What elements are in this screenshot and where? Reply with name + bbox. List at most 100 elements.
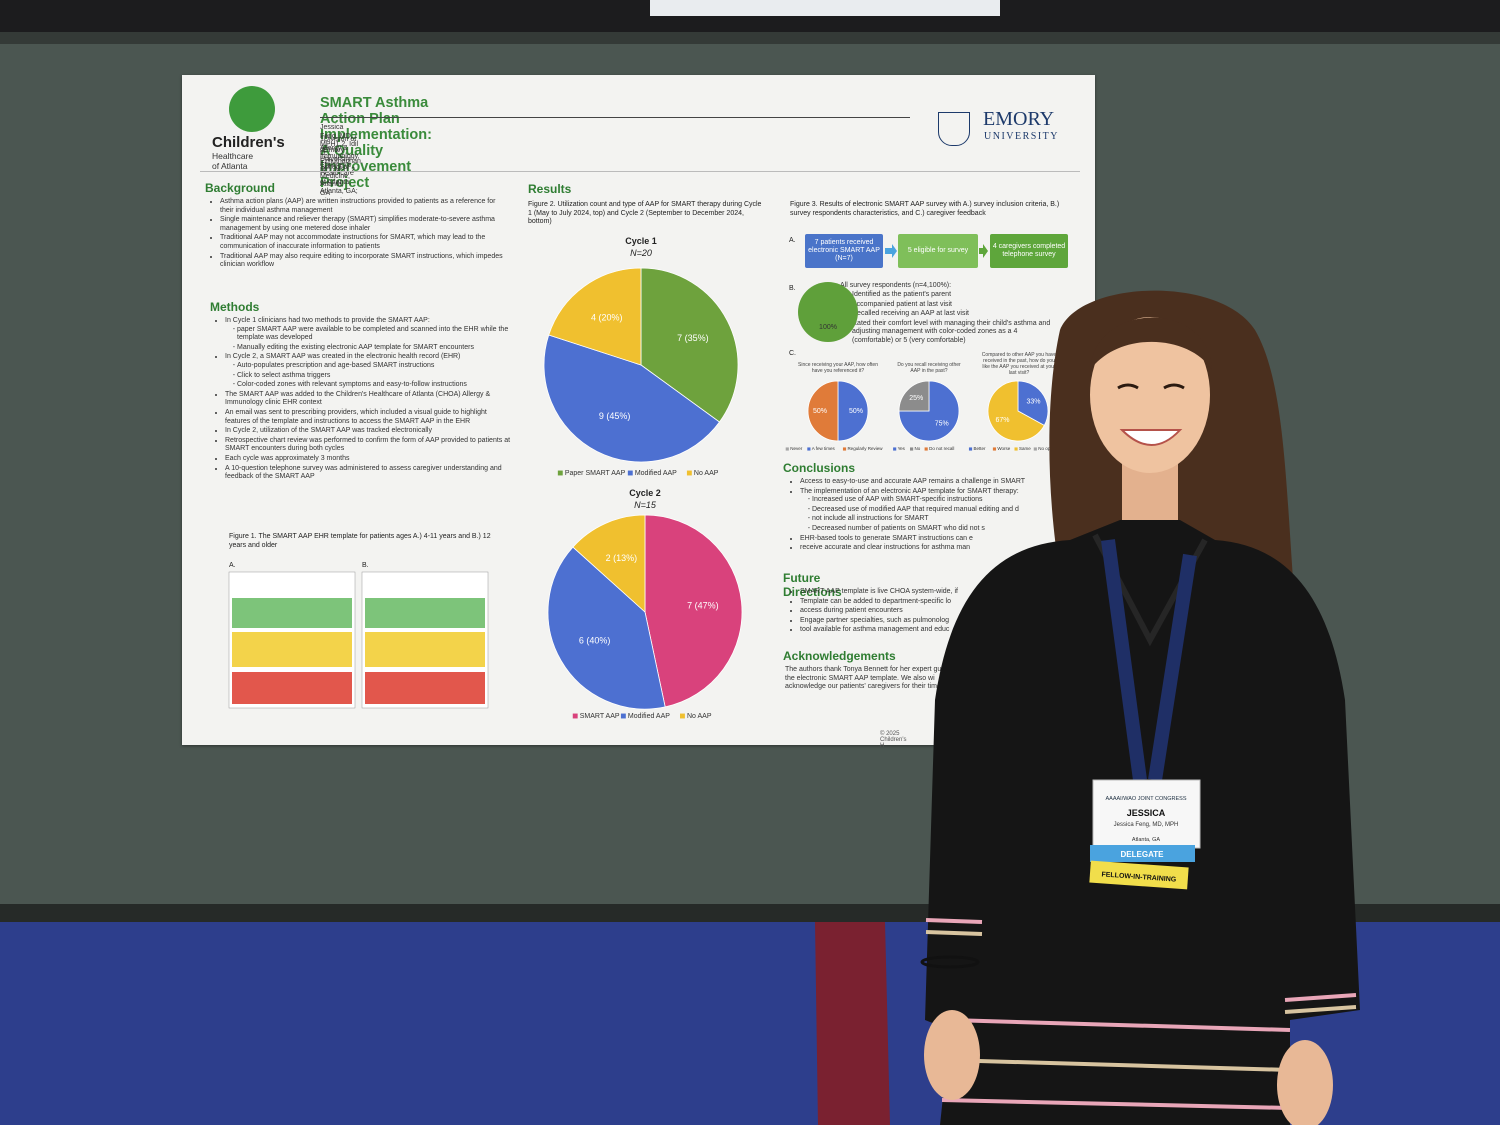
bullet: Accompanied patient at last visit <box>852 301 1057 310</box>
figure-caption: Figure 2. Utilization count and type of … <box>528 201 762 226</box>
legend-swatch <box>807 447 811 451</box>
value-label: 75% <box>935 421 949 428</box>
pie-slice <box>807 380 839 442</box>
section-heading: Future Directions <box>783 571 842 599</box>
pie-slice <box>640 267 739 423</box>
bullet: Traditional AAP may also require editing… <box>220 253 508 270</box>
chart-subtitle: N=15 <box>634 500 657 510</box>
board-edge <box>0 32 1500 44</box>
bullet-text: The implementation of an electronic AAP … <box>800 487 1019 495</box>
legend-label: No <box>915 446 921 451</box>
bracelet <box>920 955 980 969</box>
legend-label: No opinion <box>1038 446 1060 451</box>
bullet-list: Identified as the patient's parentAccomp… <box>842 291 1057 346</box>
bullet-text: In Cycle 2, a SMART AAP was created in t… <box>225 353 461 361</box>
badge-role: DELEGATE <box>1121 850 1165 859</box>
section-heading: Methods <box>210 300 260 314</box>
value-label: 7 (35%) <box>677 333 709 343</box>
value-label: 50% <box>813 408 827 415</box>
panel-label: A. <box>229 562 236 569</box>
legend-swatch <box>686 470 692 476</box>
bullet-list: Asthma action plans (AAP) are written in… <box>210 198 508 270</box>
figure-caption: Figure 3. Results of electronic SMART AA… <box>790 201 1060 217</box>
logo-text: Children's <box>212 134 285 151</box>
bullet: Template can be added to department-spec… <box>800 598 1080 607</box>
sub-bullet: Increased use of AAP with SMART-specific… <box>812 496 1080 505</box>
pie-slice <box>987 380 1045 442</box>
chart-title: Cycle 1 <box>625 236 657 246</box>
section-heading: Background <box>205 181 276 195</box>
legend-swatch <box>924 447 928 451</box>
figure-caption: Figure 1. The SMART AAP EHR template for… <box>229 533 491 549</box>
legend-swatch <box>1014 447 1018 451</box>
bullet: EHR-based tools to generate SMART instru… <box>800 535 1080 544</box>
legend-label: Modified AAP <box>628 713 670 720</box>
smile <box>1119 429 1183 446</box>
value-label: 4 (20%) <box>591 312 623 322</box>
value-label: 50% <box>849 408 863 415</box>
legend-swatch <box>910 447 914 451</box>
bullet-text: In Cycle 1 clinicians had two methods to… <box>225 317 430 324</box>
sub-bullet: paper SMART AAP were available to be com… <box>237 326 511 343</box>
chart-title: Cycle 2 <box>629 488 661 498</box>
badge-ribbon <box>1089 860 1189 890</box>
header-rule <box>200 171 1080 172</box>
sub-bullet: Color-coded zones with relevant symptoms… <box>237 381 511 390</box>
bullet: Single maintenance and reliever therapy … <box>220 216 508 233</box>
legend-label: Paper SMART AAP <box>565 470 626 477</box>
bullet: Access to easy-to-use and accurate AAP r… <box>800 478 1080 487</box>
passerby-legs <box>815 922 890 1125</box>
flow-box: 4 caregivers completed telephone survey <box>990 234 1068 268</box>
respondents-list: Identified as the patient's parentAccomp… <box>842 291 1057 347</box>
bullet: A 10-question telephone survey was admin… <box>225 465 511 482</box>
bullet: The SMART AAP was added to the Children'… <box>225 391 511 408</box>
bullet: Asthma action plans (AAP) are written in… <box>220 198 508 215</box>
bullet: In Cycle 2, utilization of the SMART AAP… <box>225 427 511 436</box>
survey-question: Compared to other AAP you have received … <box>981 352 1057 376</box>
badge <box>1092 779 1201 849</box>
sub-bullet: Click to select asthma triggers <box>237 372 511 381</box>
pie-slice <box>898 380 930 412</box>
logo-subtext: Healthcare of Atlanta <box>212 151 254 171</box>
title-rule <box>320 117 910 118</box>
bullet: Retrospective chart review was performed… <box>225 437 511 454</box>
future-list: SMART AAP template is live CHOA system-w… <box>790 588 1080 636</box>
section-heading: Acknowledgements <box>783 649 896 663</box>
legend-swatch <box>572 713 578 719</box>
legend-label: Never <box>790 446 803 451</box>
legend-label: Better <box>973 446 986 451</box>
bullet-list: In Cycle 1 clinicians had two methods to… <box>215 317 511 482</box>
panel-label: A. <box>789 237 796 244</box>
lanyard <box>1101 539 1197 782</box>
sub-list: Auto-populates prescription and age-base… <box>225 362 511 390</box>
bullet: In Cycle 2, a SMART AAP was created in t… <box>225 353 511 389</box>
badge-role-band <box>1090 845 1195 862</box>
panel-label: B. <box>362 562 369 569</box>
value-label: 100% <box>819 324 837 331</box>
pie-slice <box>543 334 721 463</box>
sub-bullet: Auto-populates prescription and age-base… <box>237 362 511 371</box>
badge-location: Atlanta, GA <box>1132 837 1160 843</box>
template-thumbnail <box>228 571 489 709</box>
badge-full-name: Jessica Feng, MD, MPH <box>1114 822 1179 828</box>
value-label: 9 (45%) <box>599 411 631 421</box>
acknowledgements: The authors thank Tonya Bennett for her … <box>785 666 950 691</box>
value-label: 7 (47%) <box>687 600 719 610</box>
fringe <box>1090 317 1212 370</box>
flow-arrows <box>885 244 988 258</box>
sign <box>650 0 1000 16</box>
badge-name: JESSICA <box>1127 808 1166 818</box>
sub-list: Increased use of AAP with SMART-specific… <box>800 496 1080 533</box>
legend-label: Modified AAP <box>635 470 677 477</box>
legend-swatch <box>1033 447 1037 451</box>
bullet: The implementation of an electronic AAP … <box>800 488 1080 534</box>
legend-label: Yes <box>898 446 906 451</box>
legend-swatch <box>680 713 685 719</box>
legend-label: No AAP <box>687 713 712 720</box>
section-heading: Results <box>528 182 572 196</box>
bullet: Engage partner specialties, such as pulm… <box>800 617 1080 626</box>
pie-slice <box>1017 380 1049 426</box>
legend-swatch <box>968 447 973 451</box>
